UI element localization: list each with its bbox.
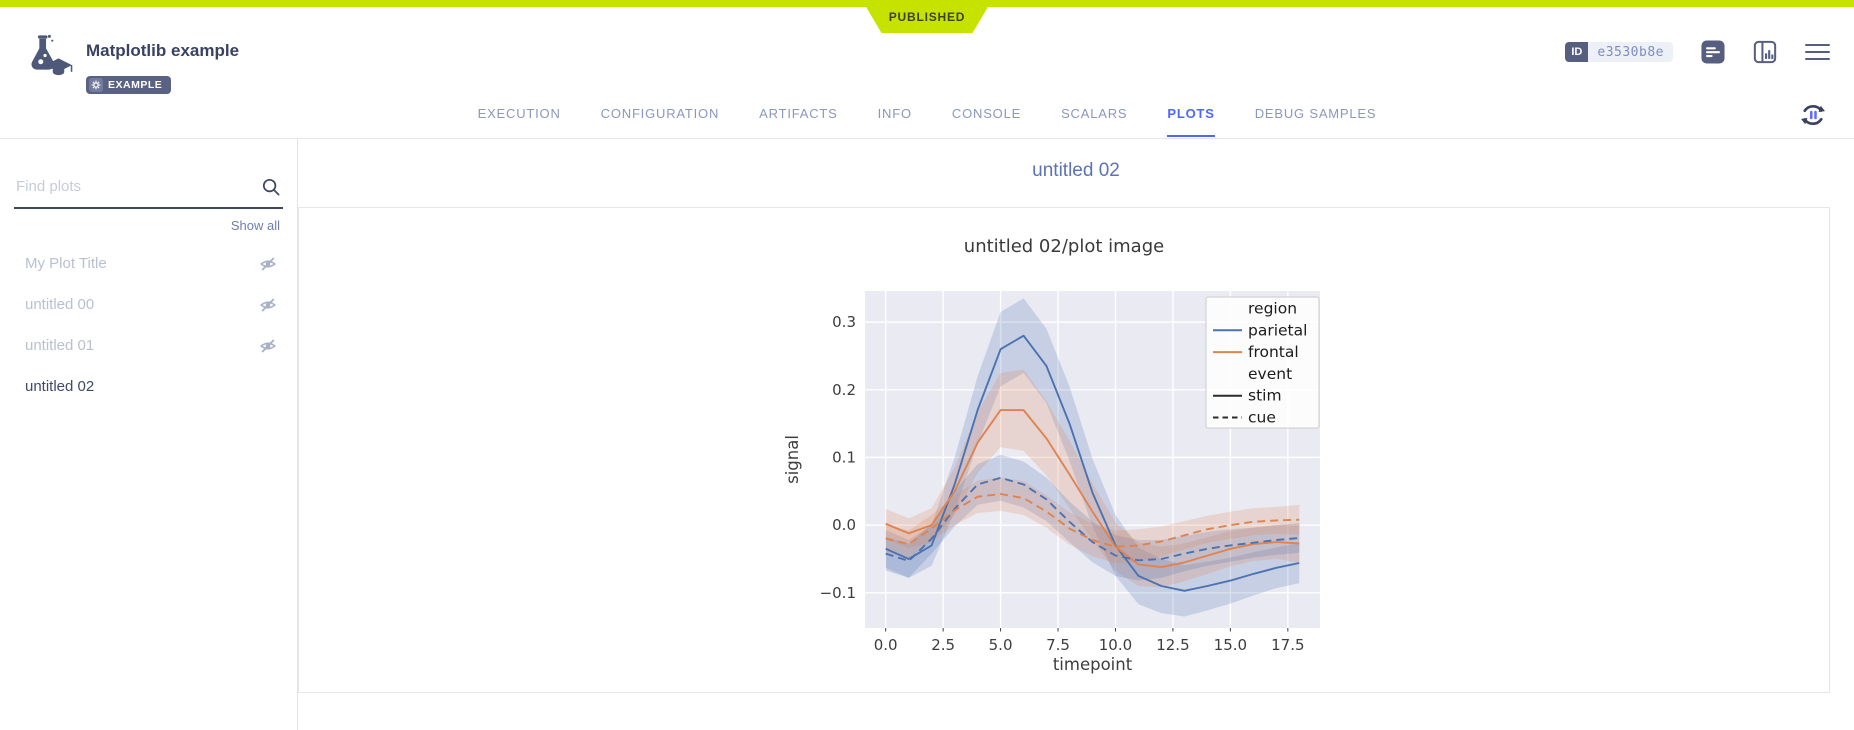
header-divider <box>0 138 1854 139</box>
id-label: ID <box>1565 42 1589 62</box>
menu-button[interactable] <box>1805 43 1830 61</box>
plot-figure: untitled 02/plot image 0.0 2.5 5.0 7.5 10.0 1… <box>784 236 1344 680</box>
svg-text:timepoint: timepoint <box>1053 655 1133 674</box>
plot-group-title: untitled 02 <box>1032 160 1120 181</box>
plot-title: untitled 02/plot image <box>963 236 1165 257</box>
svg-text:cue: cue <box>1248 409 1276 427</box>
tab-debug-samples[interactable]: DEBUG SAMPLES <box>1254 106 1377 121</box>
svg-text:2.5: 2.5 <box>931 636 955 654</box>
plot-list-item-my-plot-title[interactable]: My Plot Title <box>0 243 297 284</box>
plot-item-label: untitled 01 <box>25 337 95 354</box>
hamburger-menu-icon <box>1805 43 1830 61</box>
svg-text:0.1: 0.1 <box>832 448 856 466</box>
eye-off-icon[interactable] <box>259 255 277 273</box>
svg-text:12.5: 12.5 <box>1156 636 1189 654</box>
plot-card: untitled 02/plot image 0.0 2.5 5.0 7.5 10.0 1… <box>298 207 1830 693</box>
gear-icon <box>89 78 103 92</box>
plot-item-label: untitled 02 <box>25 378 95 395</box>
experiment-id-chip[interactable]: ID e3530b8e <box>1565 42 1673 62</box>
experiment-flask-cap-icon <box>20 33 74 95</box>
plot-item-label: untitled 00 <box>25 296 95 313</box>
split-view-button[interactable] <box>1753 40 1777 64</box>
tab-configuration[interactable]: CONFIGURATION <box>600 106 720 121</box>
svg-text:0.2: 0.2 <box>832 381 856 399</box>
svg-text:0.0: 0.0 <box>874 636 898 654</box>
tab-artifacts[interactable]: ARTIFACTS <box>759 106 838 121</box>
id-value: e3530b8e <box>1588 42 1673 62</box>
refresh-pause-icon <box>1801 104 1825 126</box>
svg-text:17.5: 17.5 <box>1271 636 1304 654</box>
plot-list: My Plot Title untitled 00 untitled 01 untit… <box>0 243 297 407</box>
published-status-ribbon: PUBLISHED <box>862 0 992 33</box>
svg-text:parietal: parietal <box>1248 321 1307 339</box>
eye-off-icon[interactable] <box>259 296 277 314</box>
tab-plots[interactable]: PLOTS <box>1167 106 1215 137</box>
svg-text:0.0: 0.0 <box>832 516 856 534</box>
plot-item-label: My Plot Title <box>25 255 107 272</box>
experiment-title: Matplotlib example <box>86 41 240 60</box>
details-view-icon <box>1701 40 1725 64</box>
plot-list-item-untitled-02[interactable]: untitled 02 <box>0 366 297 407</box>
plot-list-item-untitled-00[interactable]: untitled 00 <box>0 284 297 325</box>
example-badge: EXAMPLE <box>86 76 172 94</box>
svg-text:stim: stim <box>1248 387 1282 405</box>
tab-info[interactable]: INFO <box>877 106 912 121</box>
svg-text:0.3: 0.3 <box>832 313 856 331</box>
svg-text:frontal: frontal <box>1248 343 1299 361</box>
svg-text:event: event <box>1248 365 1292 383</box>
svg-text:signal: signal <box>784 435 802 484</box>
eye-off-icon[interactable] <box>259 337 277 355</box>
tabs: EXECUTION CONFIGURATION ARTIFACTS INFO CONSO… <box>0 106 1854 137</box>
signal-timepoint-chart[interactable]: 0.0 2.5 5.0 7.5 10.0 12.5 15.0 17.5 −0.1 0.0 0.1 0.… <box>784 258 1344 680</box>
details-view-button[interactable] <box>1701 40 1725 64</box>
plots-sidebar: Show all My Plot Title untitled 00 untitle… <box>0 139 298 730</box>
published-label: PUBLISHED <box>888 9 966 24</box>
show-all-link[interactable]: Show all <box>230 218 280 233</box>
example-badge-label: EXAMPLE <box>108 79 163 91</box>
svg-text:5.0: 5.0 <box>989 636 1013 654</box>
split-view-chart-icon <box>1753 40 1777 64</box>
svg-text:region: region <box>1248 300 1297 318</box>
search-icon <box>261 177 281 202</box>
tab-execution[interactable]: EXECUTION <box>477 106 561 121</box>
svg-text:−0.1: −0.1 <box>820 584 856 602</box>
search-input[interactable] <box>14 177 251 196</box>
tab-scalars[interactable]: SCALARS <box>1061 106 1128 121</box>
plot-list-item-untitled-01[interactable]: untitled 01 <box>0 325 297 366</box>
auto-refresh-button[interactable] <box>1798 100 1828 130</box>
svg-text:15.0: 15.0 <box>1214 636 1247 654</box>
tab-console[interactable]: CONSOLE <box>951 106 1022 121</box>
svg-text:10.0: 10.0 <box>1099 636 1132 654</box>
svg-text:7.5: 7.5 <box>1046 636 1070 654</box>
